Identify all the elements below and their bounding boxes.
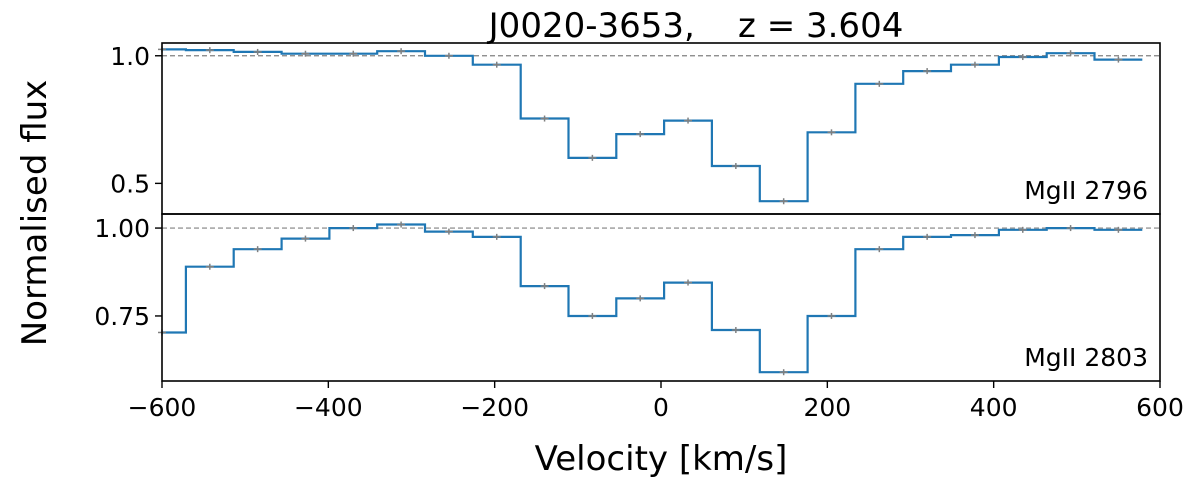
data-point-mgii-2803 bbox=[253, 246, 262, 253]
panel-mgii-2796-frame bbox=[161, 42, 1161, 215]
data-point-mgii-2803 bbox=[731, 327, 740, 334]
data-point-mgii-2803 bbox=[397, 221, 406, 228]
data-point-mgii-2803 bbox=[349, 225, 358, 232]
y-tick-label-mgii-2803: 1.00 bbox=[94, 214, 150, 243]
data-point-mgii-2796 bbox=[827, 129, 836, 136]
data-point-mgii-2803 bbox=[779, 369, 788, 376]
flux-step-line-mgii-2796 bbox=[162, 48, 1143, 203]
data-point-mgii-2803 bbox=[636, 295, 645, 302]
data-point-mgii-2796 bbox=[684, 117, 693, 124]
x-tick-label: −400 bbox=[294, 393, 363, 422]
x-tick-label: 600 bbox=[1136, 393, 1184, 422]
data-point-mgii-2796 bbox=[731, 163, 740, 170]
data-point-mgii-2803 bbox=[827, 312, 836, 319]
data-point-mgii-2796 bbox=[1018, 54, 1027, 61]
data-point-mgii-2803 bbox=[923, 233, 932, 240]
panel-mgii-2803: 0.75 1.00 MgII 2803 bbox=[94, 213, 1161, 382]
y-tick-label-mgii-2796: 0.5 bbox=[110, 169, 150, 198]
data-point-mgii-2796 bbox=[923, 68, 932, 75]
data-point-mgii-2796 bbox=[349, 50, 358, 57]
data-point-mgii-2796 bbox=[970, 61, 979, 68]
x-axis: −600 −400 −200 0 200 400 600 bbox=[128, 381, 1184, 422]
y-axis-label: Normalised flux bbox=[15, 80, 55, 347]
data-point-mgii-2796 bbox=[444, 52, 453, 59]
data-point-mgii-2796 bbox=[588, 154, 597, 161]
data-point-mgii-2796 bbox=[205, 47, 214, 54]
data-point-mgii-2803 bbox=[1114, 226, 1123, 233]
data-point-mgii-2796 bbox=[540, 115, 549, 122]
data-point-mgii-2803 bbox=[588, 312, 597, 319]
x-tick-label: 400 bbox=[970, 393, 1018, 422]
data-point-mgii-2796 bbox=[636, 131, 645, 138]
data-point-mgii-2803 bbox=[1066, 225, 1075, 232]
data-point-mgii-2803 bbox=[970, 232, 979, 239]
flux-step-line-mgii-2803 bbox=[162, 223, 1143, 374]
panel-label-mgii-2796: MgII 2796 bbox=[1024, 176, 1148, 205]
data-point-mgii-2803 bbox=[301, 235, 310, 242]
x-tick-label: −200 bbox=[460, 393, 529, 422]
data-point-mgii-2796 bbox=[397, 48, 406, 55]
data-point-mgii-2803 bbox=[492, 233, 501, 240]
panel-label-mgii-2803: MgII 2803 bbox=[1024, 343, 1148, 372]
data-point-mgii-2796 bbox=[779, 198, 788, 205]
data-point-mgii-2803 bbox=[1018, 226, 1027, 233]
data-point-mgii-2796 bbox=[492, 61, 501, 68]
y-tick-label-mgii-2796: 1.0 bbox=[110, 42, 150, 71]
data-point-mgii-2796 bbox=[875, 80, 884, 87]
y-tick-label-mgii-2803: 0.75 bbox=[94, 302, 150, 331]
x-tick-label: −600 bbox=[128, 393, 197, 422]
x-tick-label: 0 bbox=[653, 393, 669, 422]
panel-mgii-2796: 0.5 1.0 MgII 2796 bbox=[110, 42, 1161, 215]
x-axis-label: Velocity [km/s] bbox=[535, 439, 788, 479]
x-tick-label: 200 bbox=[803, 393, 851, 422]
data-point-mgii-2803 bbox=[444, 228, 453, 235]
data-point-mgii-2803 bbox=[875, 246, 884, 253]
data-point-mgii-2803 bbox=[684, 279, 693, 286]
data-point-mgii-2796 bbox=[253, 48, 262, 55]
data-point-mgii-2796 bbox=[1066, 50, 1075, 57]
chart-title: J0020-3653, z = 3.604 bbox=[487, 6, 904, 46]
data-point-mgii-2803 bbox=[205, 263, 214, 270]
data-point-mgii-2796 bbox=[1114, 56, 1123, 63]
data-point-mgii-2803 bbox=[540, 283, 549, 290]
data-point-mgii-2796 bbox=[301, 50, 310, 57]
